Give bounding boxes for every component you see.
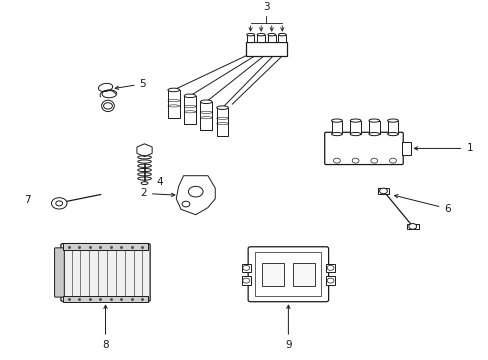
Circle shape [326,265,333,270]
Bar [255,252,321,296]
Ellipse shape [267,33,275,36]
Text: 7: 7 [24,195,31,205]
Ellipse shape [141,182,148,185]
Polygon shape [176,176,215,215]
Circle shape [103,103,112,109]
Ellipse shape [200,100,212,104]
Ellipse shape [331,119,342,122]
Bar [387,121,398,134]
Text: 6: 6 [394,195,450,214]
Bar [242,276,250,285]
Ellipse shape [368,119,379,122]
Circle shape [188,186,203,197]
Circle shape [243,278,249,283]
Ellipse shape [387,132,398,136]
Bar [368,121,379,134]
Text: 4: 4 [157,177,163,187]
Circle shape [333,158,340,163]
Text: 3: 3 [263,2,269,12]
Circle shape [408,224,416,229]
Bar [167,90,179,118]
Bar [293,263,314,285]
Bar [325,264,334,272]
Circle shape [379,188,386,194]
Bar [257,35,264,42]
FancyBboxPatch shape [61,244,150,301]
Bar [246,35,254,42]
Bar [245,42,286,56]
Ellipse shape [278,33,285,36]
Ellipse shape [368,132,379,136]
Ellipse shape [349,119,360,122]
Circle shape [56,201,62,206]
Circle shape [326,278,333,283]
Circle shape [182,201,189,207]
Ellipse shape [216,106,228,109]
Circle shape [51,198,67,209]
Text: 5: 5 [115,79,146,89]
Polygon shape [137,144,152,157]
Text: 2: 2 [140,188,174,198]
Circle shape [243,265,249,270]
Ellipse shape [246,33,254,36]
Ellipse shape [331,132,342,136]
Bar [278,35,285,42]
Ellipse shape [167,88,179,92]
Ellipse shape [257,33,264,36]
Bar [184,96,196,124]
Bar [262,263,283,285]
Ellipse shape [184,94,196,98]
Text: 9: 9 [285,305,291,350]
Circle shape [370,158,377,163]
FancyBboxPatch shape [247,247,328,302]
Circle shape [351,158,358,163]
Bar [377,188,388,194]
Bar [331,121,342,134]
Ellipse shape [387,119,398,122]
Bar [401,142,410,155]
Bar [63,296,148,302]
Bar [63,243,148,250]
Text: 8: 8 [102,305,109,350]
Bar [267,35,275,42]
Bar [200,102,212,130]
Bar [325,276,334,285]
Bar [242,264,250,272]
Bar [216,108,228,136]
Text: 1: 1 [413,143,472,153]
Circle shape [389,158,396,163]
Bar [406,224,418,229]
Ellipse shape [349,132,360,136]
Bar [349,121,360,134]
FancyBboxPatch shape [55,248,64,297]
FancyBboxPatch shape [324,132,403,165]
